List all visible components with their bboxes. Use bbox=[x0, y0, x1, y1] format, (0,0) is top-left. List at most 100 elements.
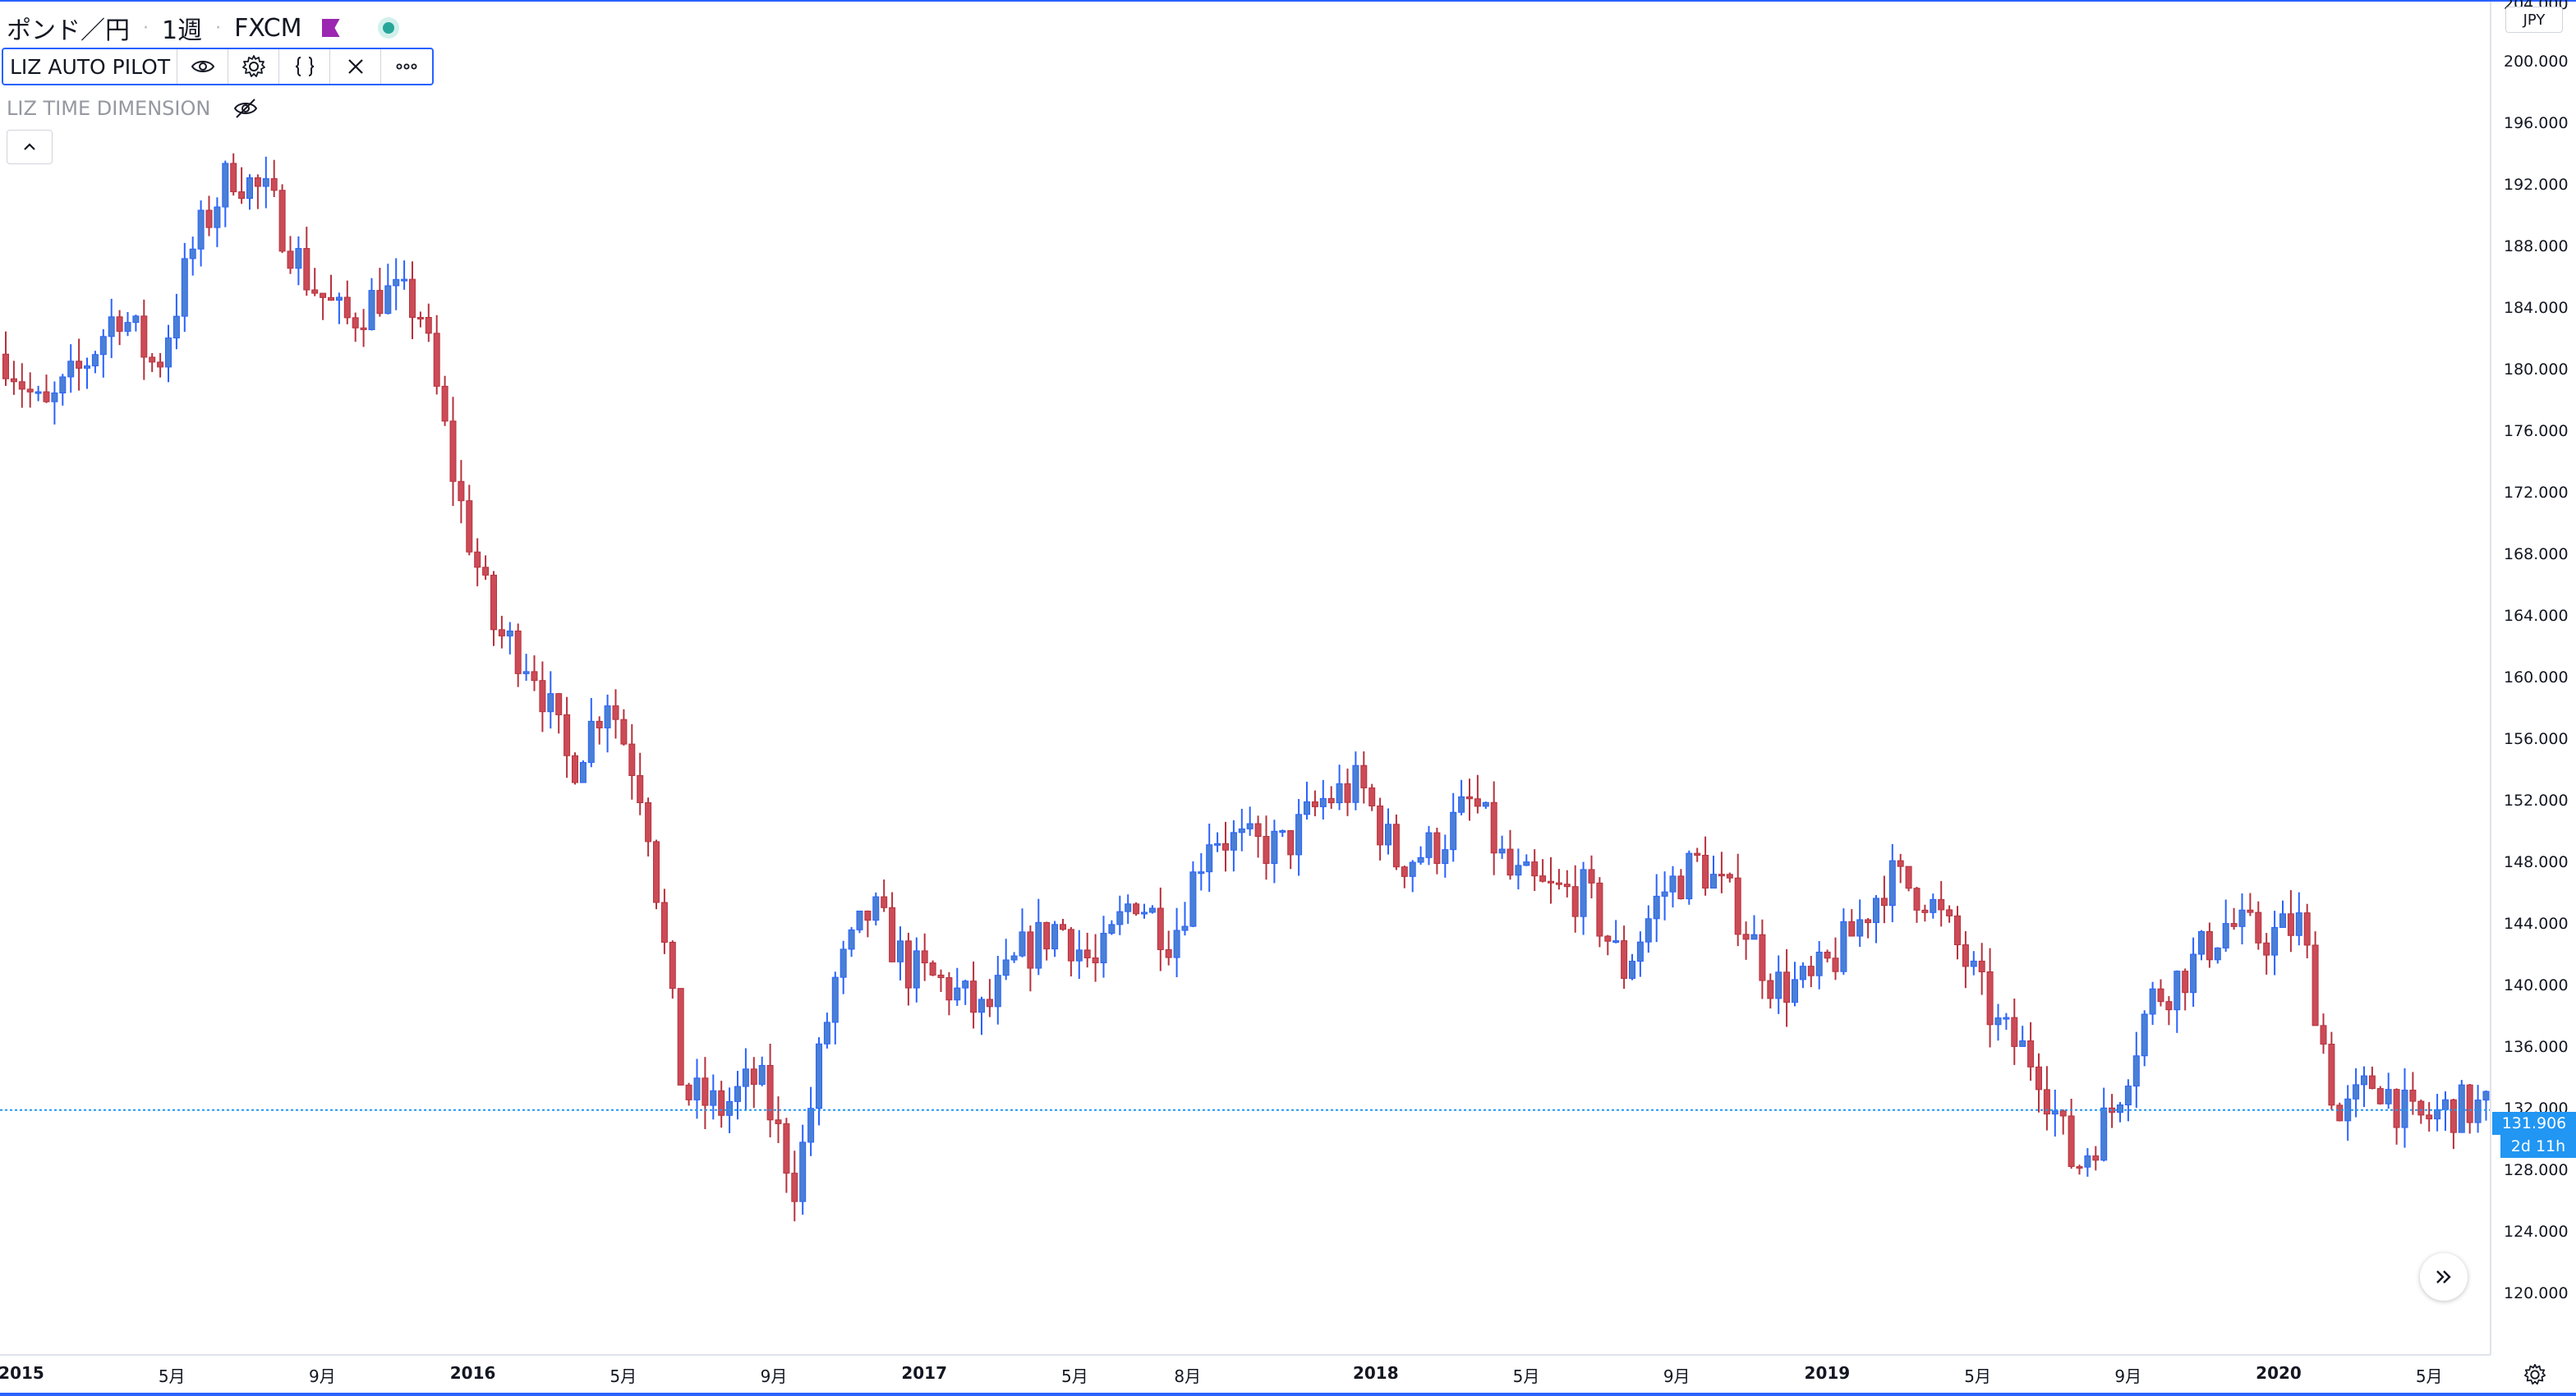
candle-up bbox=[840, 940, 847, 994]
candle-down bbox=[2247, 893, 2254, 916]
candle-body bbox=[278, 190, 286, 252]
candle-body bbox=[1271, 830, 1278, 864]
candle-body bbox=[945, 977, 953, 1001]
candle-up bbox=[2271, 911, 2279, 976]
candle-down bbox=[360, 309, 367, 347]
candle-body bbox=[897, 940, 904, 962]
candle-body bbox=[1002, 959, 1010, 976]
candle-up bbox=[1051, 921, 1059, 957]
candle-up bbox=[368, 278, 375, 331]
candle-down bbox=[1921, 904, 1929, 922]
candle-body bbox=[1734, 877, 1741, 935]
candle-body bbox=[2051, 1110, 2058, 1115]
candle-down bbox=[157, 352, 164, 378]
interval-label[interactable]: 1週 bbox=[162, 16, 203, 45]
candle-up bbox=[384, 264, 392, 315]
candle-up bbox=[1792, 962, 1798, 1007]
candle-down bbox=[76, 338, 83, 391]
candle-body bbox=[1100, 933, 1107, 963]
candle-body bbox=[685, 1084, 692, 1100]
candle-body bbox=[91, 354, 99, 367]
indicator-legend-liz-time-dimension[interactable]: LIZ TIME DIMENSION bbox=[7, 92, 260, 125]
candle-body bbox=[1148, 907, 1156, 913]
candle-body bbox=[2198, 930, 2205, 955]
more-icon[interactable] bbox=[381, 49, 432, 84]
candle-up bbox=[897, 926, 904, 980]
candle-body bbox=[1742, 934, 1750, 940]
candle-body bbox=[596, 720, 603, 728]
candle-down bbox=[889, 892, 896, 962]
candle-body bbox=[1824, 951, 1831, 959]
candle-down bbox=[18, 363, 25, 408]
candle-down bbox=[2165, 996, 2173, 1026]
collapse-legend-button[interactable] bbox=[7, 130, 53, 164]
candle-up bbox=[1653, 874, 1660, 943]
candle-body bbox=[1913, 888, 1920, 911]
candle-body bbox=[2247, 909, 2254, 913]
candle-down bbox=[1905, 866, 1912, 892]
eye-icon[interactable] bbox=[177, 49, 229, 84]
currency-badge[interactable]: JPY bbox=[2505, 7, 2563, 33]
indicator-legend-liz-auto-pilot[interactable]: LIZ AUTO PILOT bbox=[2, 48, 435, 85]
chart-settings-button[interactable] bbox=[2520, 1360, 2550, 1389]
candle-body bbox=[1888, 860, 1896, 907]
candle-down bbox=[1621, 925, 1628, 990]
candle-body bbox=[189, 248, 196, 259]
close-icon[interactable] bbox=[330, 49, 382, 84]
candle-up bbox=[295, 236, 302, 286]
symbol-header[interactable]: ポンド／円 · 1週 · FXCM bbox=[7, 10, 399, 46]
indicator-name[interactable]: LIZ AUTO PILOT bbox=[3, 49, 178, 84]
candle-body bbox=[368, 290, 375, 330]
candle-body bbox=[881, 896, 888, 908]
candle-down bbox=[937, 969, 945, 992]
braces-icon[interactable] bbox=[279, 49, 331, 84]
price-tick-label: 184.000 bbox=[2504, 299, 2569, 317]
scroll-to-realtime-button[interactable] bbox=[2420, 1253, 2468, 1301]
candle-body bbox=[1490, 801, 1497, 854]
candle-body bbox=[1238, 828, 1245, 833]
price-tick-label: 124.000 bbox=[2504, 1223, 2569, 1241]
candle-down bbox=[637, 752, 644, 815]
candle-up bbox=[1075, 930, 1083, 979]
candle-body bbox=[1840, 921, 1847, 972]
candle-body bbox=[1694, 852, 1701, 856]
candle-body bbox=[441, 385, 448, 422]
candle-down bbox=[1832, 937, 1839, 980]
candle-body bbox=[816, 1043, 822, 1109]
candle-down bbox=[921, 933, 928, 981]
candle-body bbox=[34, 391, 42, 394]
candle-body bbox=[1848, 921, 1856, 937]
candle-down bbox=[2255, 901, 2262, 950]
candle-body bbox=[490, 574, 497, 631]
eye-off-icon[interactable] bbox=[232, 94, 260, 122]
market-status-icon[interactable] bbox=[377, 17, 399, 39]
candle-up bbox=[34, 385, 42, 402]
candle-down bbox=[278, 184, 286, 254]
candle-body bbox=[1563, 884, 1571, 888]
candle-down bbox=[555, 692, 563, 734]
candle-body bbox=[132, 315, 140, 324]
symbol-name[interactable]: ポンド／円 bbox=[7, 16, 130, 45]
candle-down bbox=[1466, 778, 1473, 821]
candle-body bbox=[1571, 886, 1579, 917]
candle-up bbox=[1750, 915, 1758, 940]
candle-body bbox=[1067, 929, 1074, 962]
gear-icon[interactable] bbox=[228, 49, 280, 84]
candle-down bbox=[1767, 973, 1774, 1009]
candle-body bbox=[1596, 882, 1603, 937]
candle-body bbox=[2132, 1055, 2140, 1087]
candle-body bbox=[10, 378, 17, 383]
candle-up bbox=[51, 381, 58, 425]
time-tick-label: 9月 bbox=[760, 1366, 788, 1386]
candle-down bbox=[1092, 934, 1099, 982]
candle-body bbox=[1336, 783, 1343, 804]
flag-icon[interactable] bbox=[321, 19, 340, 37]
candle-down bbox=[2076, 1164, 2083, 1175]
candle-up bbox=[2214, 947, 2221, 964]
indicator-name[interactable]: LIZ TIME DIMENSION bbox=[7, 97, 211, 120]
candle-up bbox=[1482, 801, 1489, 809]
candle-body bbox=[1612, 940, 1620, 944]
candle-up bbox=[2100, 1087, 2108, 1162]
